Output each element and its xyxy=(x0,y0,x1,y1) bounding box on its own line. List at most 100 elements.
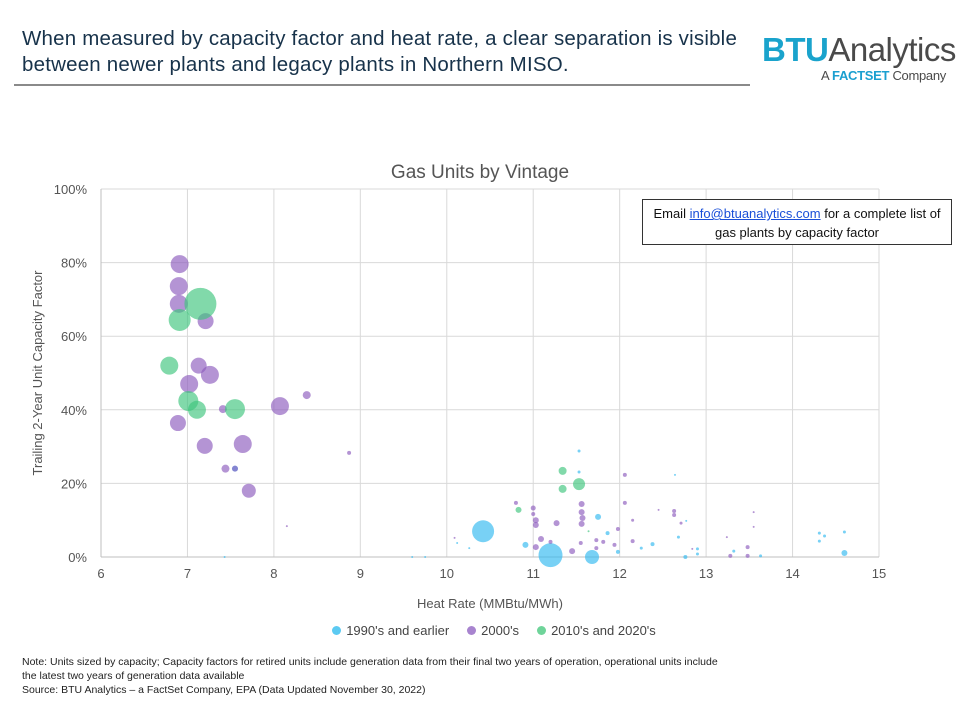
chart-title: Gas Units by Vintage xyxy=(391,162,569,183)
bubble-1990s xyxy=(577,470,581,474)
bubble-2010s xyxy=(168,309,191,332)
bubble-1990s xyxy=(823,534,827,538)
y-axis-label: Trailing 2-Year Unit Capacity Factor xyxy=(30,270,45,476)
bubble-2000s xyxy=(530,505,536,511)
bubble-2000s xyxy=(221,464,230,473)
bubble-2000s xyxy=(538,535,545,542)
legend-item-1990s: 1990's and earlier xyxy=(332,623,449,638)
bubble-2000s xyxy=(594,546,599,551)
email-link[interactable]: info@btuanalytics.com xyxy=(689,206,821,221)
bubble-1990s xyxy=(468,547,471,550)
bubble-2000s xyxy=(622,500,627,505)
bubble-2010s xyxy=(160,356,179,375)
bubble-2000s xyxy=(615,527,620,532)
bubble-1990s xyxy=(841,549,848,556)
bubble-1990s xyxy=(615,549,620,554)
headline-divider xyxy=(14,84,750,86)
bubble-1990s xyxy=(817,531,821,535)
bubble-2000s xyxy=(745,553,750,558)
legend: 1990's and earlier 2000's 2010's and 202… xyxy=(14,623,960,638)
bubble-2000s xyxy=(548,539,553,544)
bubble-2000s xyxy=(622,472,627,477)
bubble-1990s xyxy=(676,535,680,539)
bubble-2000s xyxy=(672,509,677,513)
bubble-2000s xyxy=(196,437,213,454)
bubble-1990s xyxy=(605,531,610,536)
x-tick-label: 8 xyxy=(270,566,277,581)
x-tick-label: 7 xyxy=(184,566,191,581)
logo-brand-light: Analytics xyxy=(828,31,956,68)
bubble-2000s xyxy=(169,415,186,432)
bubble-2000s xyxy=(691,547,694,550)
bubble-2000s xyxy=(752,511,755,514)
bubble-1990s xyxy=(223,556,226,558)
legend-item-2010s: 2010's and 2020's xyxy=(537,623,656,638)
bubble-2000s xyxy=(679,521,683,525)
bubble-2000s xyxy=(453,536,456,539)
bubble-2000s xyxy=(752,525,755,528)
bubble-1990s xyxy=(685,519,688,522)
bubble-2000s xyxy=(553,520,560,527)
logo-tagline-suffix: Company xyxy=(892,68,946,83)
y-tick-label: 80% xyxy=(61,256,87,271)
bubble-1990s xyxy=(639,546,643,550)
bubble-2000s xyxy=(594,538,599,543)
bubble-2010s xyxy=(184,287,217,320)
bubble-2000s xyxy=(169,294,188,313)
bubble-2000s xyxy=(169,277,188,296)
bubble-2000s xyxy=(578,541,583,546)
bubble-2000s xyxy=(657,508,660,511)
bubble-2000s xyxy=(347,450,352,455)
note-line: Note: Units sized by capacity; Capacity … xyxy=(22,656,718,668)
bubble-1990s xyxy=(424,556,427,558)
bubble-1990s xyxy=(759,554,763,558)
bubble-2000s xyxy=(532,521,539,528)
bubble-2010s xyxy=(224,399,245,420)
bubble-2010s xyxy=(558,466,567,475)
grid xyxy=(100,188,880,558)
callout-prefix: Email xyxy=(653,206,686,221)
bubble-2010s xyxy=(187,400,206,419)
bubble-1990s xyxy=(842,530,846,534)
bubble-2000s xyxy=(579,514,586,521)
bubble-1990s xyxy=(695,547,699,551)
headline: When measured by capacity factor and hea… xyxy=(22,27,738,76)
bubble-2000s xyxy=(513,500,518,505)
bubble-2000s xyxy=(200,365,219,384)
bubble-1990s xyxy=(595,513,602,520)
bubble-2000s xyxy=(218,405,227,414)
email-callout: Email info@btuanalytics.com for a comple… xyxy=(642,199,952,245)
x-axis-label: Heat Rate (MMBtu/MWh) xyxy=(417,596,563,611)
bubble-2000s xyxy=(601,539,606,544)
x-tick-label: 12 xyxy=(612,566,626,581)
bubble-2000s xyxy=(531,511,536,516)
legend-item-2000s: 2000's xyxy=(467,623,519,638)
logo-brand-bold: BTU xyxy=(762,31,829,68)
bubble-2000s xyxy=(231,465,238,472)
bubble-2000s xyxy=(672,513,677,518)
bubble-1990s xyxy=(522,541,529,548)
legend-label: 2010's and 2020's xyxy=(551,623,656,638)
axis-ticks: 6 7 8 9 10 11 12 13 14 15 0% 20% 40% 60% 80% 100% xyxy=(54,182,886,581)
x-tick-label: 13 xyxy=(699,566,713,581)
bubble-2000s xyxy=(631,518,635,522)
bubble-2000s xyxy=(241,483,256,498)
bubble-1990s xyxy=(683,555,688,559)
x-tick-label: 9 xyxy=(357,566,364,581)
logo-tagline-brand: FACTSET xyxy=(832,68,890,83)
legend-label: 2000's xyxy=(481,623,520,638)
bubble-2000s xyxy=(745,545,750,550)
bubble-2000s xyxy=(302,391,311,400)
bubble-2010s xyxy=(573,478,586,491)
bubble-2000s xyxy=(578,509,585,516)
bubble-2000s xyxy=(180,375,199,394)
btu-analytics-logo: BTUAnalytics A FACTSET Company xyxy=(762,31,956,84)
y-tick-label: 60% xyxy=(61,329,87,344)
x-tick-label: 15 xyxy=(872,566,886,581)
bubble-2000s xyxy=(569,548,576,555)
x-tick-label: 6 xyxy=(97,566,104,581)
bubble-2000s xyxy=(170,255,189,274)
x-tick-label: 10 xyxy=(440,566,454,581)
